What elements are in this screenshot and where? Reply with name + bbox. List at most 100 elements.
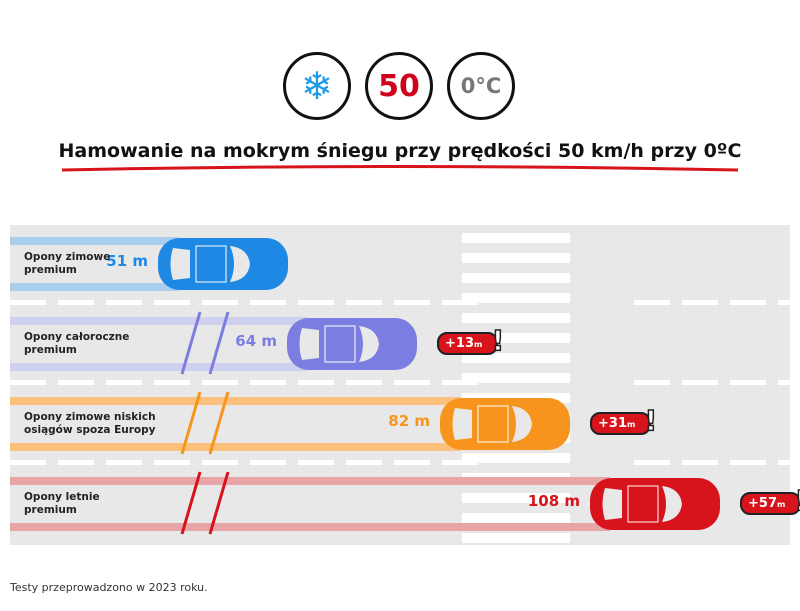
lane-dash: [154, 460, 190, 465]
lane-dash: [106, 300, 142, 305]
difference-value: +57: [748, 496, 777, 511]
difference-badge: +57m!: [740, 483, 800, 518]
car: [590, 478, 720, 530]
exclamation-icon: !: [794, 483, 800, 518]
crosswalk-stripe: [462, 513, 570, 523]
difference-unit: m: [626, 420, 636, 429]
label-line: osiągów spoza Europy: [24, 424, 156, 436]
tire-type-label: Opony letnie premium: [24, 491, 100, 517]
lane-dash: [634, 460, 670, 465]
lane-dash: [106, 460, 142, 465]
break-mark: [208, 311, 230, 375]
break-mark: [208, 471, 230, 535]
lane-dash: [58, 380, 94, 385]
crosswalk-stripe: [462, 453, 570, 463]
brake-trail: [10, 397, 460, 405]
label-line: Opony zimowe niskich: [24, 411, 156, 423]
car: [440, 398, 570, 450]
crosswalk-stripe: [462, 313, 570, 323]
label-line: Opony letnie: [24, 491, 100, 503]
title-underline: [61, 165, 739, 172]
break-mark: [180, 311, 202, 375]
brake-trail: [10, 237, 178, 245]
crosswalk-stripe: [462, 333, 570, 343]
difference-badge: +13m!: [437, 323, 505, 358]
crosswalk-stripe: [462, 533, 570, 543]
crosswalk-stripe: [462, 373, 570, 383]
lane-dash: [202, 300, 238, 305]
lane-dash: [202, 460, 238, 465]
lane-dash: [682, 460, 718, 465]
lane-dash: [682, 380, 718, 385]
difference-value: +31: [598, 416, 627, 431]
lane-dash: [682, 300, 718, 305]
lane-dash: [442, 300, 478, 305]
distance-label: 82 m: [388, 412, 430, 430]
car: [158, 238, 288, 290]
lane-dash: [298, 460, 334, 465]
road: [10, 225, 790, 545]
lane-dash: [442, 380, 478, 385]
lane-dash: [106, 380, 142, 385]
lane-dash: [58, 460, 94, 465]
lane-dash: [730, 460, 766, 465]
lane-dash: [730, 380, 766, 385]
brake-trail: [10, 443, 460, 451]
difference-badge: +31m!: [590, 403, 658, 438]
lane-dash: [634, 300, 670, 305]
label-line: premium: [24, 344, 77, 356]
temperature-icon: 0°C: [447, 52, 515, 120]
exclamation-icon: !: [491, 323, 505, 358]
difference-unit: m: [473, 340, 483, 349]
lane-dash: [298, 300, 334, 305]
lane-dash: [298, 380, 334, 385]
lane-dash: [394, 460, 430, 465]
lane-dash: [442, 460, 478, 465]
lane-dash: [634, 380, 670, 385]
label-line: Opony całoroczne: [24, 331, 130, 343]
difference-unit: m: [776, 500, 786, 509]
lane-dash: [10, 460, 46, 465]
distance-label: 51 m: [106, 252, 148, 270]
brake-trail: [10, 283, 178, 291]
lane-dash: [778, 460, 790, 465]
distance-label: 64 m: [235, 332, 277, 350]
lane-dash: [394, 300, 430, 305]
difference-value: +13: [445, 336, 474, 351]
crosswalk-stripe: [462, 353, 570, 363]
exclamation-icon: !: [644, 403, 658, 438]
tire-type-label: Opony całoroczne premium: [24, 331, 129, 357]
lane-dash: [346, 460, 382, 465]
lane-dash: [202, 380, 238, 385]
page-title: Hamowanie na mokrym śniegu przy prędkośc…: [58, 140, 742, 162]
lane-dash: [58, 300, 94, 305]
snowflake-icon: ❄: [283, 52, 351, 120]
lane-dash: [250, 300, 286, 305]
label-line: premium: [24, 504, 77, 516]
lane-dash: [154, 380, 190, 385]
lane-dash: [10, 300, 46, 305]
crosswalk-stripe: [462, 273, 570, 283]
lane-dash: [346, 380, 382, 385]
footer-note: Testy przeprowadzono w 2023 roku.: [10, 581, 208, 594]
distance-label: 108 m: [527, 492, 580, 510]
label-line: Opony zimowe: [24, 251, 111, 263]
lane-dash: [394, 380, 430, 385]
crosswalk-stripe: [462, 233, 570, 243]
brake-trail: [10, 317, 307, 325]
crosswalk-stripe: [462, 293, 570, 303]
car: [287, 318, 417, 370]
crosswalk-stripe: [462, 253, 570, 263]
lane-dash: [346, 300, 382, 305]
break-mark: [180, 471, 202, 535]
lane-dash: [778, 380, 790, 385]
lane-dash: [778, 300, 790, 305]
lane-dash: [154, 300, 190, 305]
break-mark: [180, 391, 202, 455]
break-mark: [208, 391, 230, 455]
speed-limit-icon: 50: [365, 52, 433, 120]
lane-dash: [250, 380, 286, 385]
brake-trail: [10, 363, 307, 371]
lane-dash: [10, 380, 46, 385]
label-line: premium: [24, 264, 77, 276]
